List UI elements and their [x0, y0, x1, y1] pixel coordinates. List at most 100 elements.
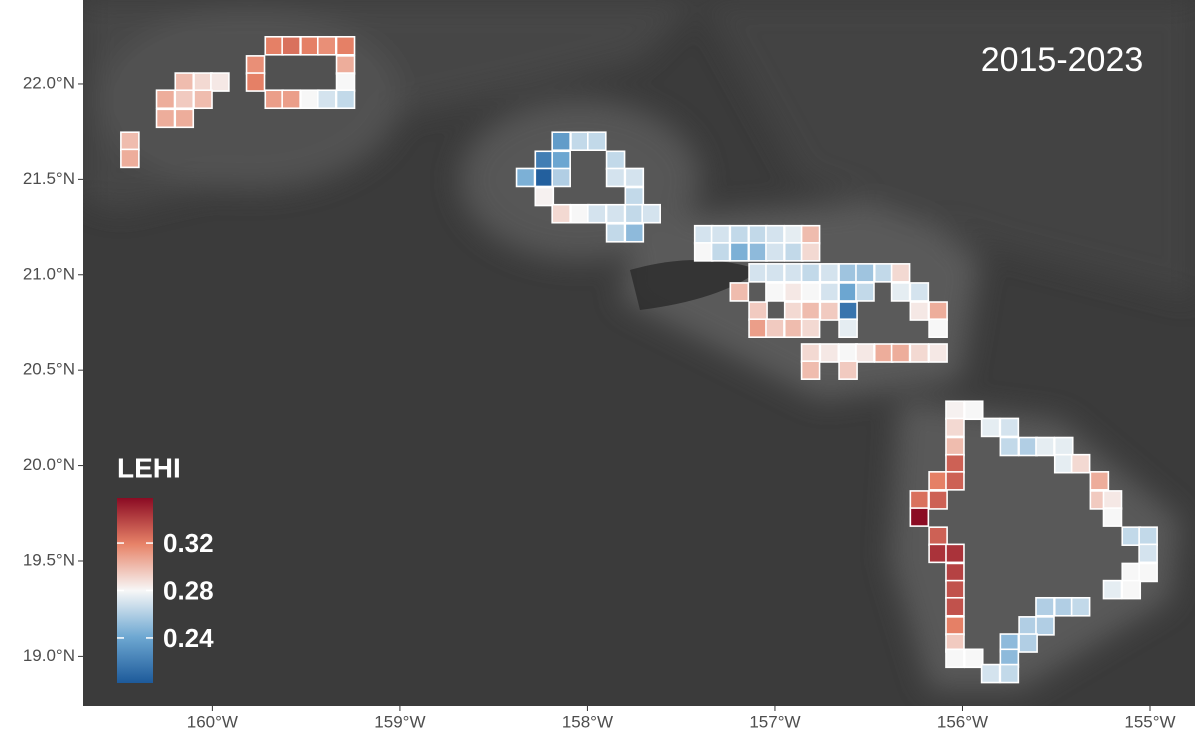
tile [946, 418, 964, 436]
tile [175, 73, 193, 91]
tile [157, 109, 175, 127]
tile [856, 283, 874, 301]
tile [910, 302, 928, 320]
tile [820, 264, 838, 282]
y-tick-label: 22.0°N [23, 73, 75, 92]
tile [766, 283, 784, 301]
tile [571, 205, 589, 223]
tile [875, 344, 893, 362]
tile [1036, 437, 1054, 455]
tile [625, 205, 643, 223]
tile [1036, 598, 1054, 616]
colorbar-tick-label: 0.32 [163, 528, 214, 558]
tile [1072, 455, 1090, 473]
tile [1036, 617, 1054, 635]
tile [318, 90, 336, 108]
tile [802, 264, 820, 282]
tile [802, 302, 820, 320]
y-tick-label: 19.0°N [23, 646, 75, 665]
tile [571, 132, 589, 150]
tile [839, 283, 857, 301]
tile [965, 401, 983, 419]
tile [785, 243, 803, 261]
tile [607, 224, 625, 242]
tile [802, 283, 820, 301]
tile [749, 226, 767, 244]
tile [265, 37, 283, 55]
chart-title: 2015-2023 [981, 41, 1144, 79]
tile [820, 302, 838, 320]
tile [712, 226, 730, 244]
tile [730, 243, 748, 261]
tile [552, 132, 570, 150]
y-tick-label: 21.0°N [23, 264, 75, 283]
tile [337, 56, 355, 74]
tile [1103, 508, 1121, 526]
tile [211, 73, 229, 91]
tile [785, 302, 803, 320]
tile [856, 344, 874, 362]
tile [730, 226, 748, 244]
tile [247, 56, 265, 74]
y-tick-label: 20.0°N [23, 455, 75, 474]
tile [1000, 665, 1018, 683]
tile [749, 302, 767, 320]
tile [785, 319, 803, 337]
tile [785, 226, 803, 244]
tile [1000, 437, 1018, 455]
tile [157, 90, 175, 108]
tile [856, 264, 874, 282]
x-tick-label: 157°W [749, 712, 800, 731]
tile [625, 168, 643, 186]
x-tick-label: 159°W [374, 712, 425, 731]
tile [121, 132, 139, 150]
legend-title: LEHI [117, 452, 181, 483]
tile [946, 401, 964, 419]
tile [929, 472, 947, 490]
tile [282, 37, 300, 55]
tile [318, 37, 336, 55]
tile [892, 283, 910, 301]
tile [1103, 491, 1121, 509]
tile [766, 226, 784, 244]
tile [607, 205, 625, 223]
tile [946, 544, 964, 562]
y-tick-label: 20.5°N [23, 360, 75, 379]
colorbar-tick-label: 0.24 [163, 623, 214, 653]
tile [194, 90, 212, 108]
tile [946, 617, 964, 635]
tile [766, 264, 784, 282]
tile [910, 508, 928, 526]
tile [552, 151, 570, 169]
tile [588, 132, 606, 150]
tile [839, 344, 857, 362]
tile [552, 168, 570, 186]
tile [712, 243, 730, 261]
tile [695, 243, 713, 261]
tile [929, 302, 947, 320]
tile [766, 243, 784, 261]
tile [625, 224, 643, 242]
tile [175, 109, 193, 127]
tile [802, 361, 820, 379]
tile [247, 73, 265, 91]
tile [1122, 563, 1140, 581]
chart: 2015-2023 LEHI 160°W159°W158°W157°W156°W… [0, 0, 1195, 731]
tile [946, 581, 964, 599]
tile [1000, 418, 1018, 436]
tile [517, 168, 535, 186]
tile [1019, 634, 1037, 652]
tile [607, 151, 625, 169]
tile [301, 90, 319, 108]
tile [1103, 581, 1121, 599]
tile [839, 319, 857, 337]
tile [839, 264, 857, 282]
x-tick-label: 158°W [562, 712, 613, 731]
tile [552, 205, 570, 223]
tile [301, 37, 319, 55]
tile [1122, 527, 1140, 545]
tile [337, 37, 355, 55]
tile [1139, 544, 1157, 562]
tile [910, 491, 928, 509]
tile [194, 73, 212, 91]
